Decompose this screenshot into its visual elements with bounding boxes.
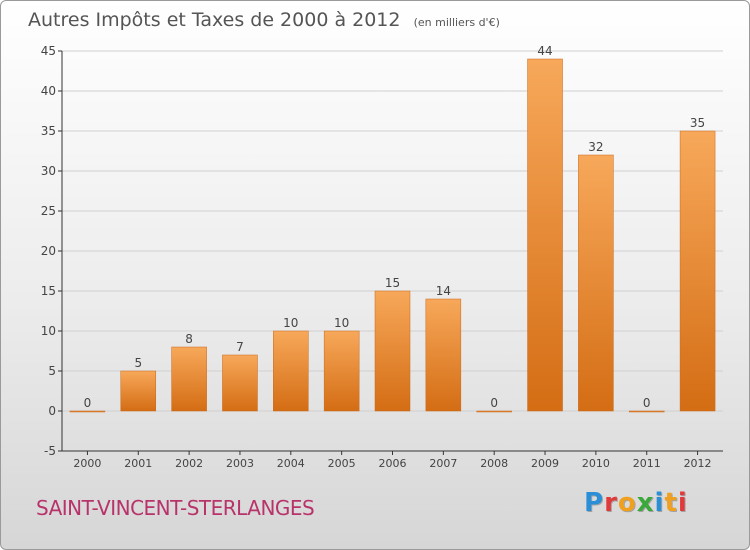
bars bbox=[69, 58, 716, 413]
x-tick-label: 2006 bbox=[379, 457, 407, 470]
commune-name: SAINT-VINCENT-STERLANGES bbox=[36, 496, 315, 520]
labels: -5 0 5 10 15 20 25 30 35 40 45 0 2000 5 2001 8 2002 7 2003… bbox=[41, 44, 712, 470]
x-tick-label: 2002 bbox=[175, 457, 203, 470]
value-label: 7 bbox=[236, 340, 244, 354]
x-tick-label: 2000 bbox=[73, 457, 101, 470]
value-label: 14 bbox=[436, 284, 451, 298]
logo-letter: x bbox=[636, 488, 655, 518]
logo-letter: P bbox=[584, 488, 605, 518]
bar-2005 bbox=[323, 330, 360, 412]
bar-2011 bbox=[628, 410, 665, 413]
x-tick-label: 2007 bbox=[429, 457, 457, 470]
value-label: 15 bbox=[385, 276, 400, 290]
value-label: 44 bbox=[537, 44, 552, 58]
chart-title: Autres Impôts et Taxes de 2000 à 2012 bbox=[28, 9, 401, 31]
value-label: 0 bbox=[490, 396, 498, 410]
bar-2009 bbox=[527, 58, 563, 412]
logo-letter: o bbox=[617, 488, 637, 518]
y-tick-label: 15 bbox=[41, 284, 56, 298]
bar-2010 bbox=[578, 154, 614, 412]
bar-2001 bbox=[120, 370, 157, 412]
x-tick-label: 2005 bbox=[328, 457, 356, 470]
value-label: 0 bbox=[84, 396, 92, 410]
value-label: 0 bbox=[643, 396, 651, 410]
y-tick-label: 35 bbox=[41, 124, 56, 138]
proxiti-logo: Proxiti bbox=[584, 488, 688, 518]
y-tick-label: 10 bbox=[41, 324, 56, 338]
y-tick-label: 30 bbox=[41, 164, 56, 178]
logo-letter: i bbox=[654, 488, 665, 518]
x-tick-label: 2001 bbox=[124, 457, 152, 470]
y-tick-label: 45 bbox=[41, 44, 56, 58]
value-label: 10 bbox=[334, 316, 349, 330]
x-tick-label: 2010 bbox=[582, 457, 610, 470]
y-tick-label: 0 bbox=[48, 404, 56, 418]
bar-2003 bbox=[222, 354, 258, 412]
bar-2002 bbox=[171, 346, 207, 412]
value-label: 8 bbox=[185, 332, 193, 346]
bar-2006 bbox=[374, 290, 411, 412]
x-tick-label: 2009 bbox=[531, 457, 559, 470]
bar-2007 bbox=[425, 298, 462, 412]
y-tick-label: 25 bbox=[41, 204, 56, 218]
unit-note: (en milliers d'€) bbox=[413, 16, 500, 29]
logo-letter: t bbox=[664, 488, 678, 518]
value-label: 10 bbox=[283, 316, 298, 330]
x-tick-label: 2003 bbox=[226, 457, 254, 470]
y-tick-label: 5 bbox=[48, 364, 56, 378]
y-tick-label: 40 bbox=[41, 84, 56, 98]
logo-letter: i bbox=[677, 488, 688, 518]
y-tick-label: 20 bbox=[41, 244, 56, 258]
x-tick-label: 2004 bbox=[277, 457, 305, 470]
value-label: 32 bbox=[588, 140, 603, 154]
value-label: 5 bbox=[134, 356, 142, 370]
value-label: 35 bbox=[690, 116, 705, 130]
bar-2008 bbox=[476, 410, 512, 413]
bar-2004 bbox=[273, 330, 309, 412]
bar-2012 bbox=[679, 130, 716, 412]
y-tick-label: -5 bbox=[44, 444, 56, 458]
bar-2000 bbox=[69, 410, 106, 413]
x-tick-label: 2008 bbox=[480, 457, 508, 470]
x-tick-label: 2012 bbox=[684, 457, 712, 470]
logo-letter: r bbox=[604, 488, 618, 518]
axes bbox=[58, 50, 723, 455]
title-block: Autres Impôts et Taxes de 2000 à 2012 (e… bbox=[28, 9, 500, 31]
x-tick-label: 2011 bbox=[633, 457, 661, 470]
